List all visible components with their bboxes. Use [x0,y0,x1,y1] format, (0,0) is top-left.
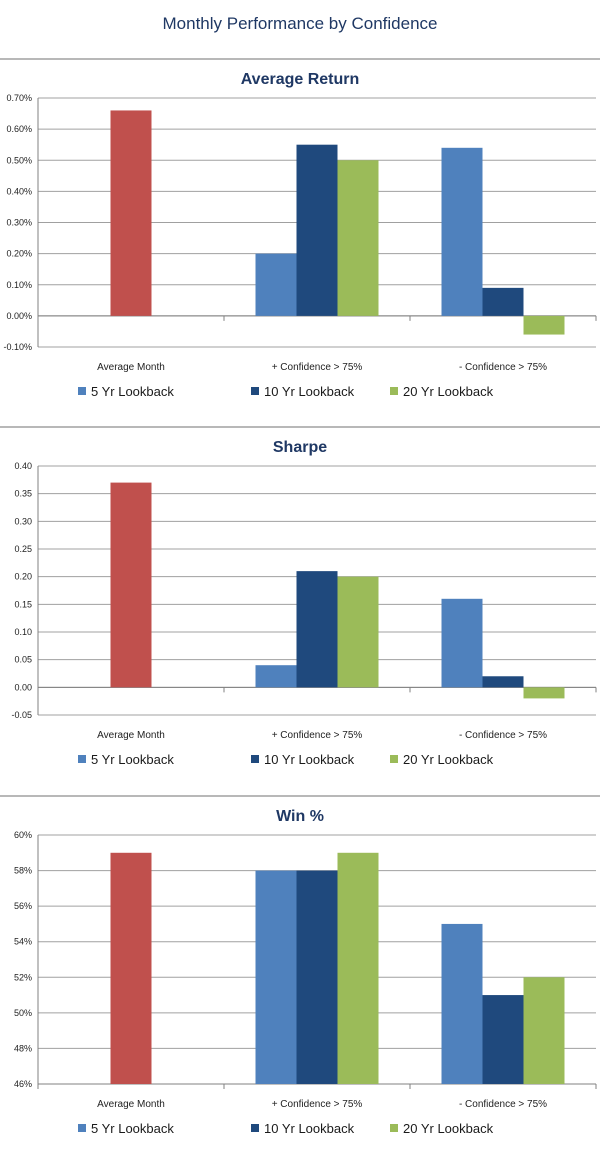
panel-title: Sharpe [273,439,327,456]
legend-swatch [251,387,259,395]
y-tick-label: 0.10% [6,280,32,290]
bar-lookback-5 [441,598,483,688]
bar-average-month [110,852,152,1084]
bar-lookback-5 [255,870,297,1084]
y-tick-label: 48% [14,1043,32,1053]
y-tick-label: 0.15 [14,599,32,609]
bar-lookback-20 [337,852,379,1084]
y-tick-label: 0.20 [14,572,32,582]
y-tick-label: 58% [14,866,32,876]
y-tick-label: 0.20% [6,249,32,259]
category-label: + Confidence > 75% [272,730,363,741]
bar-lookback-10 [482,676,524,688]
y-tick-label: 50% [14,1008,32,1018]
legend-swatch [251,755,259,763]
y-tick-label: 0.00 [14,682,32,692]
win-pct-chart: Win % 46% 48% 50% 52% 54% 56% 58% 60% Average Mon… [14,808,597,1136]
bar-lookback-5 [441,147,483,316]
bar-lookback-10 [296,144,338,316]
bar-average-month [110,110,152,316]
bar-lookback-20 [523,977,565,1084]
y-tick-label: 56% [14,901,32,911]
y-tick-label: 60% [14,830,32,840]
divider [0,426,600,428]
category-label: + Confidence > 75% [272,362,363,373]
page-title: Monthly Performance by Confidence [162,14,438,33]
legend-label: 5 Yr Lookback [91,1121,174,1136]
legend-swatch [390,387,398,395]
panel-title: Average Return [241,71,360,88]
y-tick-label: 0.00% [6,311,32,321]
bar-lookback-5 [255,665,297,688]
bar-average-month [110,482,152,688]
divider [0,58,600,60]
legend-label: 5 Yr Lookback [91,384,174,399]
legend-swatch [78,387,86,395]
legend-swatch [251,1124,259,1132]
panel-title: Win % [276,808,324,825]
y-tick-label: 0.40 [14,461,32,471]
y-tick-label: 0.10 [14,627,32,637]
y-tick-label: 54% [14,937,32,947]
bar-lookback-5 [441,923,483,1084]
category-label: Average Month [97,362,165,373]
y-tick-label: 0.35 [14,489,32,499]
legend-swatch [390,755,398,763]
category-label: Average Month [97,1099,165,1110]
y-tick-label: 0.30% [6,218,32,228]
category-label: - Confidence > 75% [459,362,547,373]
average-return-chart: Average Return -0.10% 0.00% 0.10% 0.20% 0.30%… [3,71,597,399]
bar-lookback-5 [255,253,297,316]
sharpe-chart: Sharpe -0.05 0.00 0.05 0.10 0.15 0.20 0.25 0.30 0… [11,439,597,767]
bar-lookback-20 [337,160,379,316]
legend-label: 20 Yr Lookback [403,1121,494,1136]
y-tick-label: 0.40% [6,186,32,196]
y-tick-label: 0.30 [14,516,32,526]
y-tick-label: 0.70% [6,93,32,103]
category-label: - Confidence > 75% [459,730,547,741]
y-tick-label: -0.10% [3,342,32,352]
category-label: - Confidence > 75% [459,1099,547,1110]
category-label: Average Month [97,730,165,741]
legend-label: 10 Yr Lookback [264,1121,355,1136]
bar-lookback-20 [337,576,379,688]
y-tick-label: 46% [14,1079,32,1089]
bar-lookback-10 [296,870,338,1084]
legend-swatch [78,755,86,763]
y-tick-label: -0.05 [11,710,32,720]
divider [0,795,600,797]
bar-lookback-10 [482,995,524,1084]
bar-lookback-10 [482,287,524,316]
category-label: + Confidence > 75% [272,1099,363,1110]
bar-lookback-10 [296,571,338,688]
y-tick-label: 0.25 [14,544,32,554]
y-tick-label: 0.05 [14,655,32,665]
legend-swatch [78,1124,86,1132]
legend-label: 10 Yr Lookback [264,384,355,399]
y-tick-label: 0.60% [6,124,32,134]
legend-label: 20 Yr Lookback [403,384,494,399]
y-tick-label: 52% [14,972,32,982]
bar-lookback-20 [523,687,565,699]
y-tick-label: 0.50% [6,155,32,165]
legend-label: 20 Yr Lookback [403,752,494,767]
legend-label: 5 Yr Lookback [91,752,174,767]
bar-lookback-20 [523,315,565,335]
legend-label: 10 Yr Lookback [264,752,355,767]
legend-swatch [390,1124,398,1132]
